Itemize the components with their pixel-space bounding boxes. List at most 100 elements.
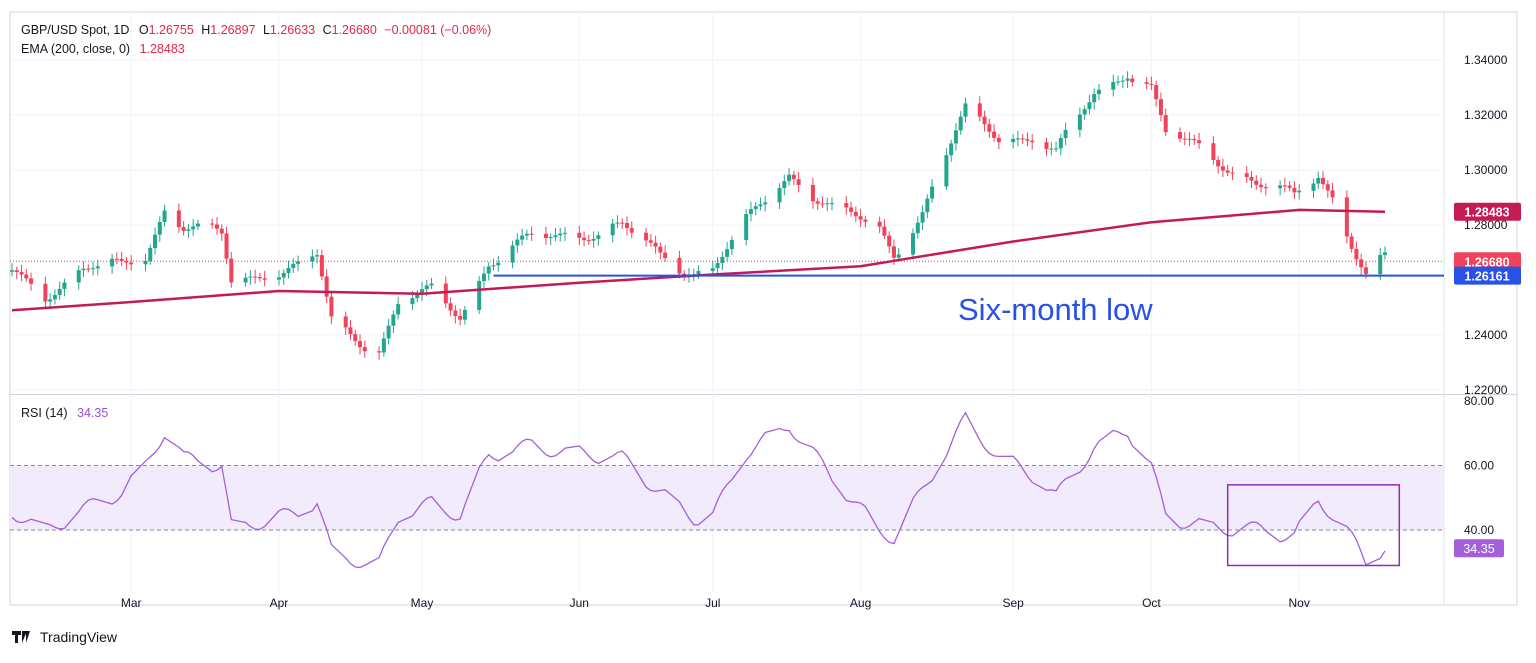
candle-body [276, 277, 281, 280]
candle-body [820, 203, 825, 205]
candle-body [763, 202, 768, 205]
candle-body [157, 221, 162, 235]
candle-body [729, 240, 734, 250]
price-tag-label: 1.26161 [1464, 270, 1509, 284]
candle-body [629, 228, 634, 233]
candle-body [815, 201, 820, 204]
candle-body [343, 316, 348, 328]
candle-body [10, 270, 14, 272]
price-tag-last [1454, 252, 1521, 271]
candle-body [1230, 172, 1235, 174]
rsi-line [11, 411, 1386, 569]
candle-body [944, 155, 949, 187]
candle-body [81, 268, 86, 271]
candle-body [143, 260, 148, 265]
candle-body [553, 235, 558, 238]
candle-body [24, 274, 29, 279]
rsi-value-tag [1454, 539, 1504, 558]
candle-body [658, 246, 663, 253]
candle-body [1297, 190, 1302, 193]
price-tick-label: 1.32000 [1464, 108, 1508, 122]
time-tick-label: May [411, 596, 434, 610]
candle-body [958, 116, 963, 131]
candle-body [229, 258, 234, 283]
candle-body [753, 206, 758, 210]
candle-body [162, 210, 167, 222]
candle-body [462, 309, 467, 320]
candle-body [219, 228, 224, 234]
candle-body [491, 265, 496, 267]
candle-body [1163, 115, 1168, 133]
time-tick-label: Oct [1142, 596, 1161, 610]
candle-body [1144, 82, 1149, 84]
rsi-tick-label: 40.00 [1464, 523, 1494, 537]
candle-body [720, 256, 725, 264]
candle-body [296, 261, 301, 264]
candle-body [558, 233, 563, 236]
candle-body [829, 203, 834, 205]
candle-body [725, 249, 730, 257]
rsi-tick-label: 80.00 [1464, 394, 1494, 408]
candle-body [1259, 184, 1264, 188]
ema200-line [11, 208, 1386, 312]
candle-body [362, 347, 367, 352]
candle-body [610, 223, 615, 236]
candle-body [677, 257, 682, 274]
candle-body [1092, 94, 1097, 103]
tradingview-brand[interactable]: TradingView [12, 629, 117, 645]
candle-body [782, 181, 787, 188]
candle-body [791, 174, 796, 180]
candle-body [148, 248, 153, 261]
candle-body [524, 233, 529, 236]
candle-body [915, 222, 920, 234]
candle-body [286, 268, 291, 273]
candle-body [1325, 184, 1330, 191]
candle-body [748, 209, 753, 215]
ohlc-open-value: 1.26755 [148, 23, 194, 37]
candle-body [410, 298, 415, 305]
candle-body [1383, 252, 1387, 255]
candle-body [1063, 129, 1068, 139]
candle-body [1178, 132, 1183, 139]
candle-body [1192, 138, 1197, 141]
six-month-low-annotation: Six-month low [958, 292, 1153, 327]
candle-body [858, 216, 863, 220]
candle-body [663, 252, 668, 258]
time-tick-label: Jun [570, 596, 589, 610]
ohlc-open-label: O [138, 23, 149, 37]
time-tick-label: Jul [705, 596, 720, 610]
ohlc-high-label: H [201, 23, 211, 37]
candle-body [577, 232, 582, 238]
candle-body [548, 237, 553, 239]
candle-body [1187, 138, 1192, 140]
time-tick-label: Nov [1289, 596, 1310, 610]
candle-body [124, 260, 129, 263]
candle-body [882, 226, 887, 236]
tradingview-logo-icon [12, 631, 30, 643]
candle-body [644, 232, 649, 241]
candle-body [682, 273, 687, 276]
ohlc-close-value: 1.26680 [331, 23, 377, 37]
candle-body [1082, 109, 1087, 115]
candle-body [715, 263, 720, 269]
time-tick-label: Sep [1002, 596, 1024, 610]
candle-body [52, 294, 57, 300]
candle-body [1130, 78, 1135, 83]
candle-body [1058, 138, 1063, 149]
candle-body [896, 254, 901, 258]
candle-body [1363, 267, 1368, 275]
candle-body [582, 237, 587, 241]
candle-body [195, 223, 200, 227]
candle-body [620, 222, 625, 224]
candle-body [19, 272, 24, 275]
time-tick-label: Mar [121, 596, 142, 610]
candle-body [319, 255, 324, 277]
candle-body [844, 203, 849, 208]
candle-body [1049, 148, 1054, 150]
rsi-band-fill [10, 465, 1444, 530]
candle-body [1263, 187, 1268, 189]
candle-body [710, 268, 715, 272]
candle-body [1096, 89, 1101, 95]
candle-body [1344, 197, 1349, 237]
